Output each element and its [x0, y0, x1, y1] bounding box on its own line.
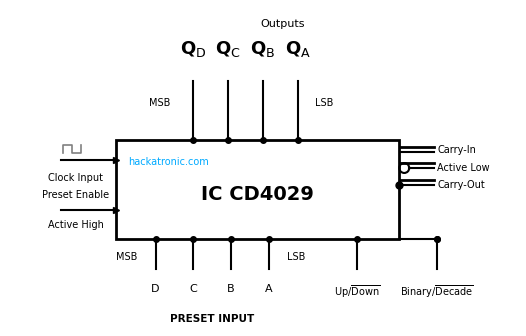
Text: Outputs: Outputs	[261, 19, 305, 29]
Text: $\mathbf{Q_{\mathrm{B}}}$: $\mathbf{Q_{\mathrm{B}}}$	[250, 39, 276, 59]
Text: Binary/$\overline{\mathrm{Decade}}$: Binary/$\overline{\mathrm{Decade}}$	[400, 284, 474, 300]
Text: Active High: Active High	[48, 219, 104, 229]
Text: B: B	[227, 284, 235, 294]
Text: A: A	[265, 284, 273, 294]
Text: hackatronic.com: hackatronic.com	[128, 157, 208, 167]
Text: Preset Enable: Preset Enable	[43, 190, 109, 200]
Text: LSB: LSB	[287, 252, 305, 262]
Text: Active Low: Active Low	[437, 163, 490, 173]
Text: LSB: LSB	[315, 97, 333, 108]
Text: IC CD4029: IC CD4029	[201, 185, 314, 204]
Text: $\mathbf{Q_{\mathrm{C}}}$: $\mathbf{Q_{\mathrm{C}}}$	[215, 39, 241, 59]
Bar	[116, 140, 399, 240]
Text: Carry-Out: Carry-Out	[437, 180, 485, 190]
Text: D: D	[151, 284, 160, 294]
Text: Carry-In: Carry-In	[437, 145, 476, 155]
Text: Clock Input: Clock Input	[48, 173, 104, 183]
Text: MSB: MSB	[116, 252, 138, 262]
Text: Up/$\overline{\mathrm{Down}}$: Up/$\overline{\mathrm{Down}}$	[335, 284, 381, 300]
Text: C: C	[189, 284, 197, 294]
Text: MSB: MSB	[149, 97, 170, 108]
Text: PRESET INPUT: PRESET INPUT	[170, 314, 255, 324]
Text: $\mathbf{Q_{\mathrm{A}}}$: $\mathbf{Q_{\mathrm{A}}}$	[285, 39, 311, 59]
Text: $\mathbf{Q_{\mathrm{D}}}$: $\mathbf{Q_{\mathrm{D}}}$	[180, 39, 207, 59]
